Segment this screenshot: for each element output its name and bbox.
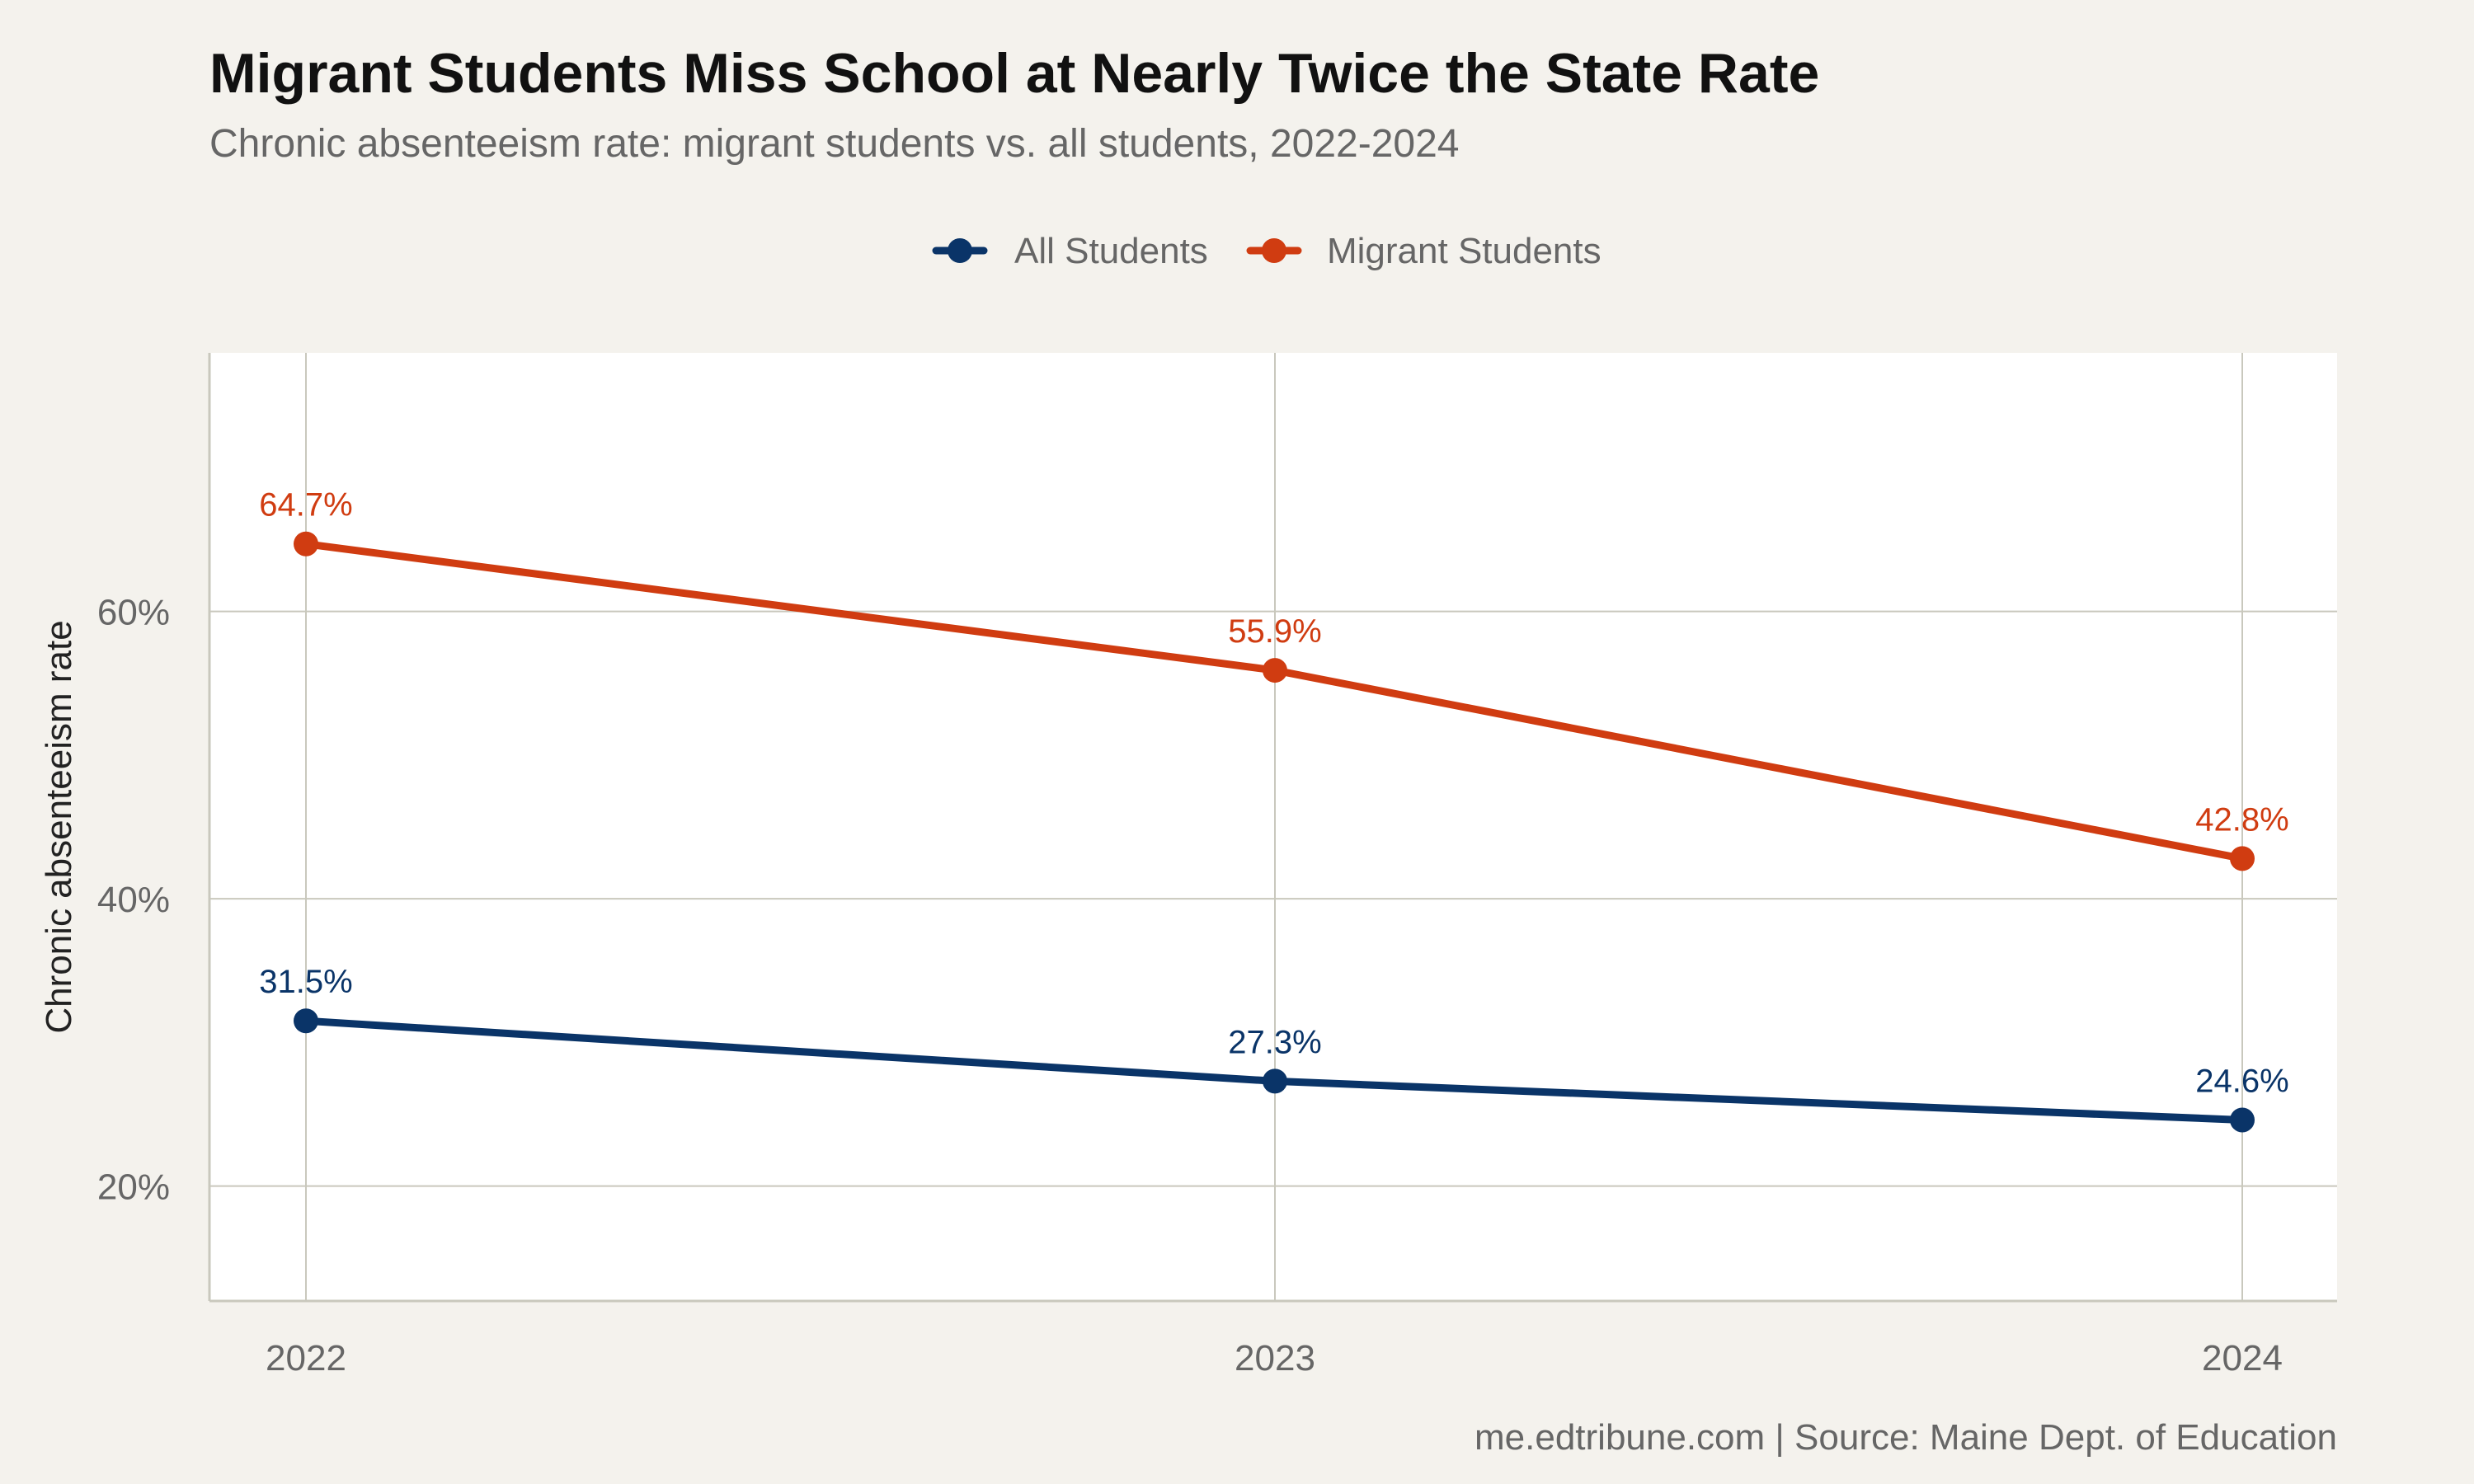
legend: All Students Migrant Students [932, 231, 1602, 271]
data-point [294, 1008, 318, 1034]
x-tick-label: 2024 [2202, 1338, 2283, 1378]
data-label: 42.8% [2195, 801, 2288, 838]
chart-caption: me.edtribune.com | Source: Maine Dept. o… [1475, 1417, 2337, 1458]
y-axis-label: Chronic absenteeism rate [39, 620, 79, 1033]
series-layer [294, 531, 2255, 1133]
x-tick-label: 2023 [1235, 1338, 1315, 1378]
data-point [1263, 1068, 1287, 1094]
plot-panel [209, 353, 2337, 1301]
axes-layer: 20% 40% 60% 2022 2023 2024 [97, 353, 2337, 1378]
data-point [2230, 1107, 2255, 1133]
data-label: 27.3% [1228, 1024, 1321, 1060]
labels-layer: 31.5% 27.3% 24.6% 64.7% 55.9% 42.8% [259, 487, 2288, 1100]
y-tick-label: 20% [97, 1167, 170, 1208]
data-label: 31.5% [259, 964, 352, 1000]
data-point [1263, 658, 1287, 683]
data-point [2230, 846, 2255, 871]
legend-label: All Students [1014, 231, 1208, 271]
data-label: 24.6% [2195, 1063, 2288, 1099]
legend-marker [948, 238, 972, 263]
x-tick-label: 2022 [266, 1338, 346, 1378]
legend-label: Migrant Students [1327, 231, 1602, 271]
chart-title: Migrant Students Miss School at Nearly T… [209, 42, 1819, 105]
data-point [294, 531, 318, 556]
chart-subtitle: Chronic absenteeism rate: migrant studen… [209, 122, 1460, 166]
legend-marker [1262, 238, 1286, 263]
data-label: 64.7% [259, 487, 352, 524]
y-tick-label: 60% [97, 593, 170, 633]
y-tick-label: 40% [97, 880, 170, 920]
data-label: 55.9% [1228, 613, 1321, 650]
grid-layer [209, 353, 2337, 1301]
